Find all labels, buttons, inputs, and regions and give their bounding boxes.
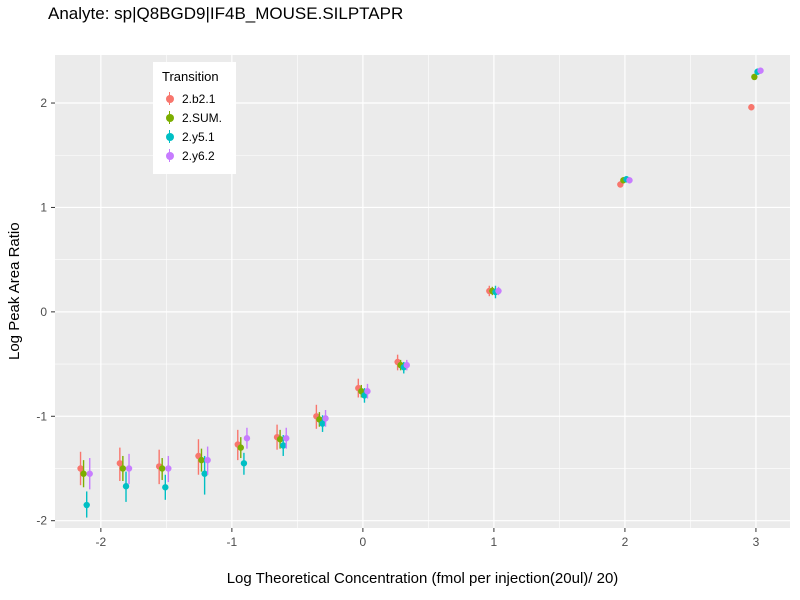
svg-text:1: 1 — [40, 200, 47, 214]
x-axis-label: Log Theoretical Concentration (fmol per … — [226, 570, 619, 587]
svg-text:0: 0 — [360, 535, 367, 549]
svg-text:1: 1 — [491, 535, 498, 549]
legend-title: Transition — [162, 69, 219, 84]
legend-key-pointrange-icon — [162, 128, 177, 145]
legend-item: 2.y5.1 — [162, 127, 222, 146]
legend-key-pointrange-icon — [162, 109, 177, 126]
legend-item-label: 2.y5.1 — [182, 129, 215, 144]
legend-key-pointrange-icon — [162, 90, 177, 107]
svg-text:2: 2 — [622, 535, 629, 549]
svg-text:3: 3 — [753, 535, 760, 549]
svg-text:-2: -2 — [36, 514, 47, 528]
legend-key-pointrange-icon — [162, 147, 177, 164]
svg-text:-1: -1 — [36, 409, 47, 423]
legend: Transition 2.b2.1 2.SUM. 2.y5.1 2.y6.2 — [153, 62, 237, 174]
svg-text:-2: -2 — [96, 535, 107, 549]
y-axis-label: Log Peak Area Ratio — [6, 222, 23, 361]
svg-text:2: 2 — [40, 96, 47, 110]
legend-item: 2.b2.1 — [162, 89, 222, 108]
legend-item: 2.y6.2 — [162, 146, 222, 165]
svg-text:-1: -1 — [227, 535, 238, 549]
chart-title: Analyte: sp|Q8BGD9|IF4B_MOUSE.SILPTAPR — [48, 4, 404, 23]
legend-item-label: 2.y6.2 — [182, 148, 215, 163]
svg-text:0: 0 — [40, 305, 47, 319]
legend-item-label: 2.b2.1 — [182, 91, 216, 106]
legend-item: 2.SUM. — [162, 108, 222, 127]
legend-item-label: 2.SUM. — [182, 110, 223, 125]
